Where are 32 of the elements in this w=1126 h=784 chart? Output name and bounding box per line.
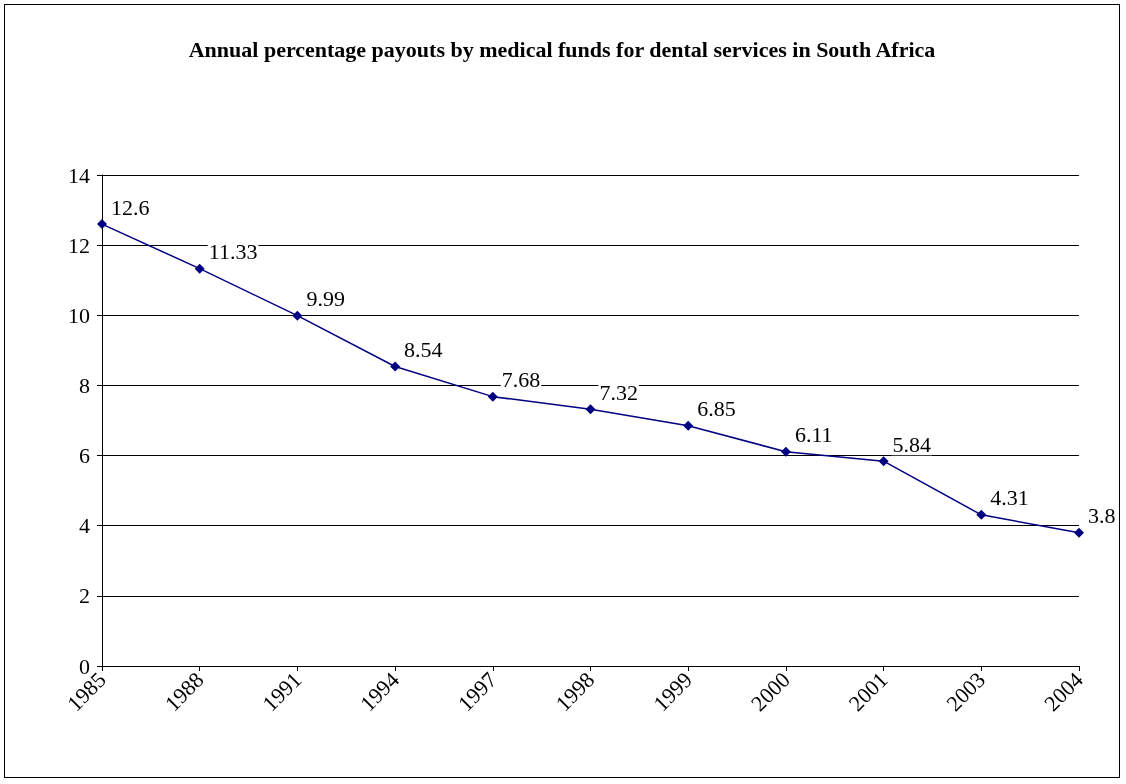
data-label: 7.32	[599, 379, 638, 405]
point	[292, 310, 303, 321]
point	[390, 361, 401, 372]
data-label: 3.8	[1088, 503, 1116, 529]
point	[878, 456, 889, 467]
y-tick-label: 10	[68, 302, 90, 328]
y-tick-label: 14	[68, 162, 90, 188]
data-label: 4.31	[990, 485, 1029, 511]
data-label: 9.99	[306, 286, 345, 312]
point	[97, 219, 107, 230]
x-tick-label: 1991	[257, 667, 307, 716]
data-label: 6.85	[697, 396, 736, 422]
point	[1074, 527, 1084, 538]
chart-title: Annual percentage payouts by medical funds for dental services in South Africa	[188, 36, 936, 62]
y-tick-label: 0	[79, 653, 90, 679]
point	[194, 263, 205, 274]
point	[585, 404, 596, 415]
y-tick-label: 8	[79, 372, 90, 398]
data-label: 6.11	[794, 422, 833, 448]
y-tick-label: 6	[79, 443, 90, 469]
y-tick-label: 2	[79, 583, 90, 609]
point	[487, 391, 498, 402]
y-tick-label: 12	[68, 232, 90, 258]
point	[683, 420, 694, 431]
y-tick-label: 4	[79, 513, 90, 539]
data-label: 8.54	[404, 336, 443, 362]
point	[976, 509, 987, 520]
data-label: 12.6	[111, 194, 150, 220]
data-label: 5.84	[892, 431, 932, 457]
data-label: 7.68	[501, 367, 541, 393]
data-label: 11.33	[208, 239, 258, 265]
point	[780, 446, 791, 457]
